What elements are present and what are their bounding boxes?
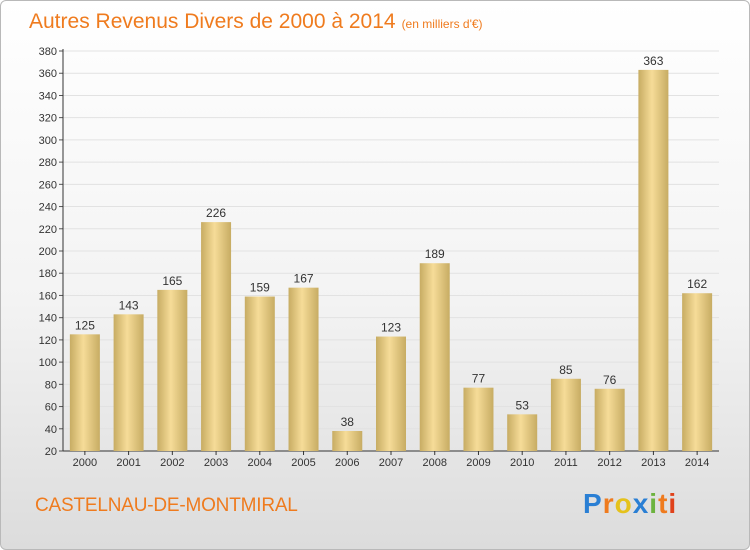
x-tick-label: 2006 — [335, 457, 359, 469]
y-tick-label: 180 — [39, 268, 57, 280]
bar — [288, 287, 319, 451]
bar — [682, 293, 713, 451]
data-label: 125 — [75, 318, 95, 332]
chart-title: Autres Revenus Divers de 2000 à 2014 (en … — [29, 10, 483, 34]
bar — [419, 263, 450, 451]
data-label: 165 — [162, 274, 182, 288]
x-tick-label: 2000 — [73, 457, 97, 469]
data-label: 226 — [206, 206, 226, 220]
y-tick-label: 160 — [39, 290, 57, 302]
chart-title-main: Autres Revenus Divers de 2000 à 2014 — [29, 10, 396, 33]
y-tick-label: 340 — [39, 90, 57, 102]
y-tick-label: 320 — [39, 113, 57, 125]
logo-letter: i — [649, 488, 659, 519]
logo-letter: P — [583, 488, 603, 519]
x-tick-label: 2009 — [466, 457, 490, 469]
x-tick-label: 2008 — [422, 457, 446, 469]
x-tick-label: 2013 — [641, 457, 665, 469]
data-label: 162 — [687, 277, 707, 291]
bar — [201, 222, 232, 451]
logo-letter: x — [632, 488, 650, 519]
x-tick-label: 2005 — [291, 457, 315, 469]
x-tick-label: 2001 — [116, 457, 140, 469]
data-label: 189 — [425, 247, 445, 261]
y-tick-label: 360 — [39, 68, 57, 80]
location-name: CASTELNAU-DE-MONTMIRAL — [35, 495, 298, 516]
data-label: 167 — [294, 272, 314, 286]
bar — [463, 387, 494, 451]
data-label: 76 — [603, 373, 617, 387]
bar — [157, 289, 188, 451]
y-tick-label: 60 — [45, 402, 57, 414]
y-tick-label: 380 — [39, 46, 57, 58]
bar — [332, 431, 363, 451]
bar — [376, 336, 406, 451]
x-tick-label: 2004 — [248, 457, 272, 469]
bar — [69, 334, 100, 451]
x-tick-label: 2010 — [510, 457, 534, 469]
y-tick-label: 80 — [45, 379, 57, 391]
data-label: 38 — [341, 415, 355, 429]
x-tick-label: 2003 — [204, 457, 228, 469]
data-label: 85 — [559, 363, 573, 377]
logo-letter: o — [614, 488, 633, 519]
data-labels: 125 143 165 226 159 167 38 123 189 77 53 85 76 363 162 — [75, 54, 708, 429]
x-tick-label: 2002 — [160, 457, 184, 469]
y-tick-label: 260 — [39, 179, 57, 191]
logo-letter: t — [658, 488, 669, 519]
data-label: 159 — [250, 281, 270, 295]
y-tick-label: 220 — [39, 224, 57, 236]
y-tick-label: 300 — [39, 135, 57, 147]
bars — [69, 69, 713, 451]
logo-letter: r — [602, 488, 615, 519]
y-tick-label: 20 — [45, 446, 57, 458]
x-tick-label: 2007 — [379, 457, 403, 469]
bar — [244, 296, 275, 451]
y-tick-label: 40 — [45, 424, 57, 436]
data-label: 53 — [516, 398, 530, 412]
logo-letter: i — [668, 488, 678, 519]
bar — [113, 314, 144, 451]
x-tick-label: 2011 — [554, 457, 578, 469]
data-label: 123 — [381, 321, 401, 335]
chart-title-unit: (en milliers d'€) — [401, 17, 483, 31]
bar — [594, 388, 625, 451]
proxiti-logo: Proxiti — [583, 488, 677, 520]
y-tick-label: 200 — [39, 246, 57, 258]
data-label: 77 — [472, 372, 486, 386]
y-tick-label: 140 — [39, 313, 57, 325]
y-tick-label: 280 — [39, 157, 57, 169]
bar — [507, 414, 538, 451]
y-tick-label: 120 — [39, 335, 57, 347]
x-tick-label: 2014 — [685, 457, 709, 469]
data-label: 363 — [643, 54, 663, 68]
bar — [550, 378, 581, 451]
data-label: 143 — [119, 298, 139, 312]
y-tick-label: 240 — [39, 202, 57, 214]
y-tick-label: 100 — [39, 357, 57, 369]
x-tick-label: 2012 — [597, 457, 621, 469]
bar — [638, 69, 669, 451]
